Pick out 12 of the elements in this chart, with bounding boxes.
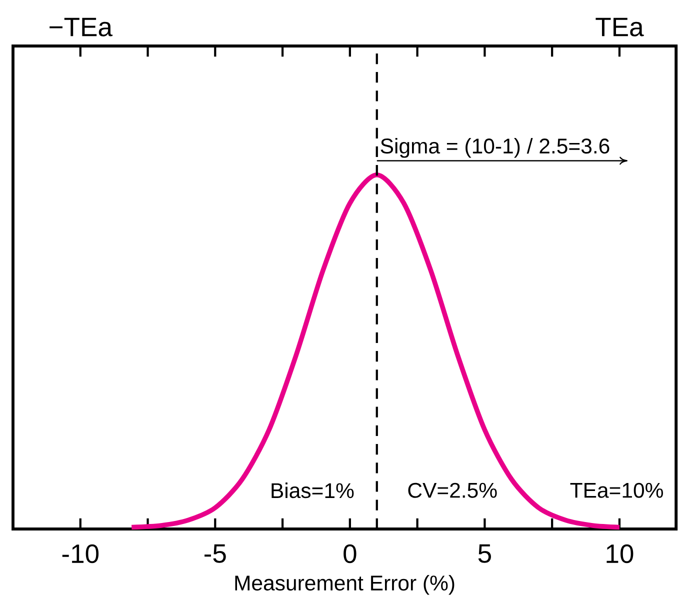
x-tick-label: -5 (204, 544, 226, 563)
text: −TEa (50, 18, 113, 36)
x-axis-title: Measurement Error (%) (235, 574, 454, 595)
x-tick-label: 10 (606, 544, 634, 564)
annotation: CV=2.5% (408, 482, 497, 498)
x-tick-label: 0 (344, 544, 356, 564)
annotation: TEa=10% (570, 482, 663, 498)
text: TEa (596, 18, 644, 36)
x-tick-label: -10 (62, 544, 99, 564)
annotation: Sigma = (10-1) / 2.5=3.6 (380, 138, 610, 158)
annotation: Bias=1% (272, 482, 354, 498)
x-tick-label: 5 (478, 544, 491, 563)
